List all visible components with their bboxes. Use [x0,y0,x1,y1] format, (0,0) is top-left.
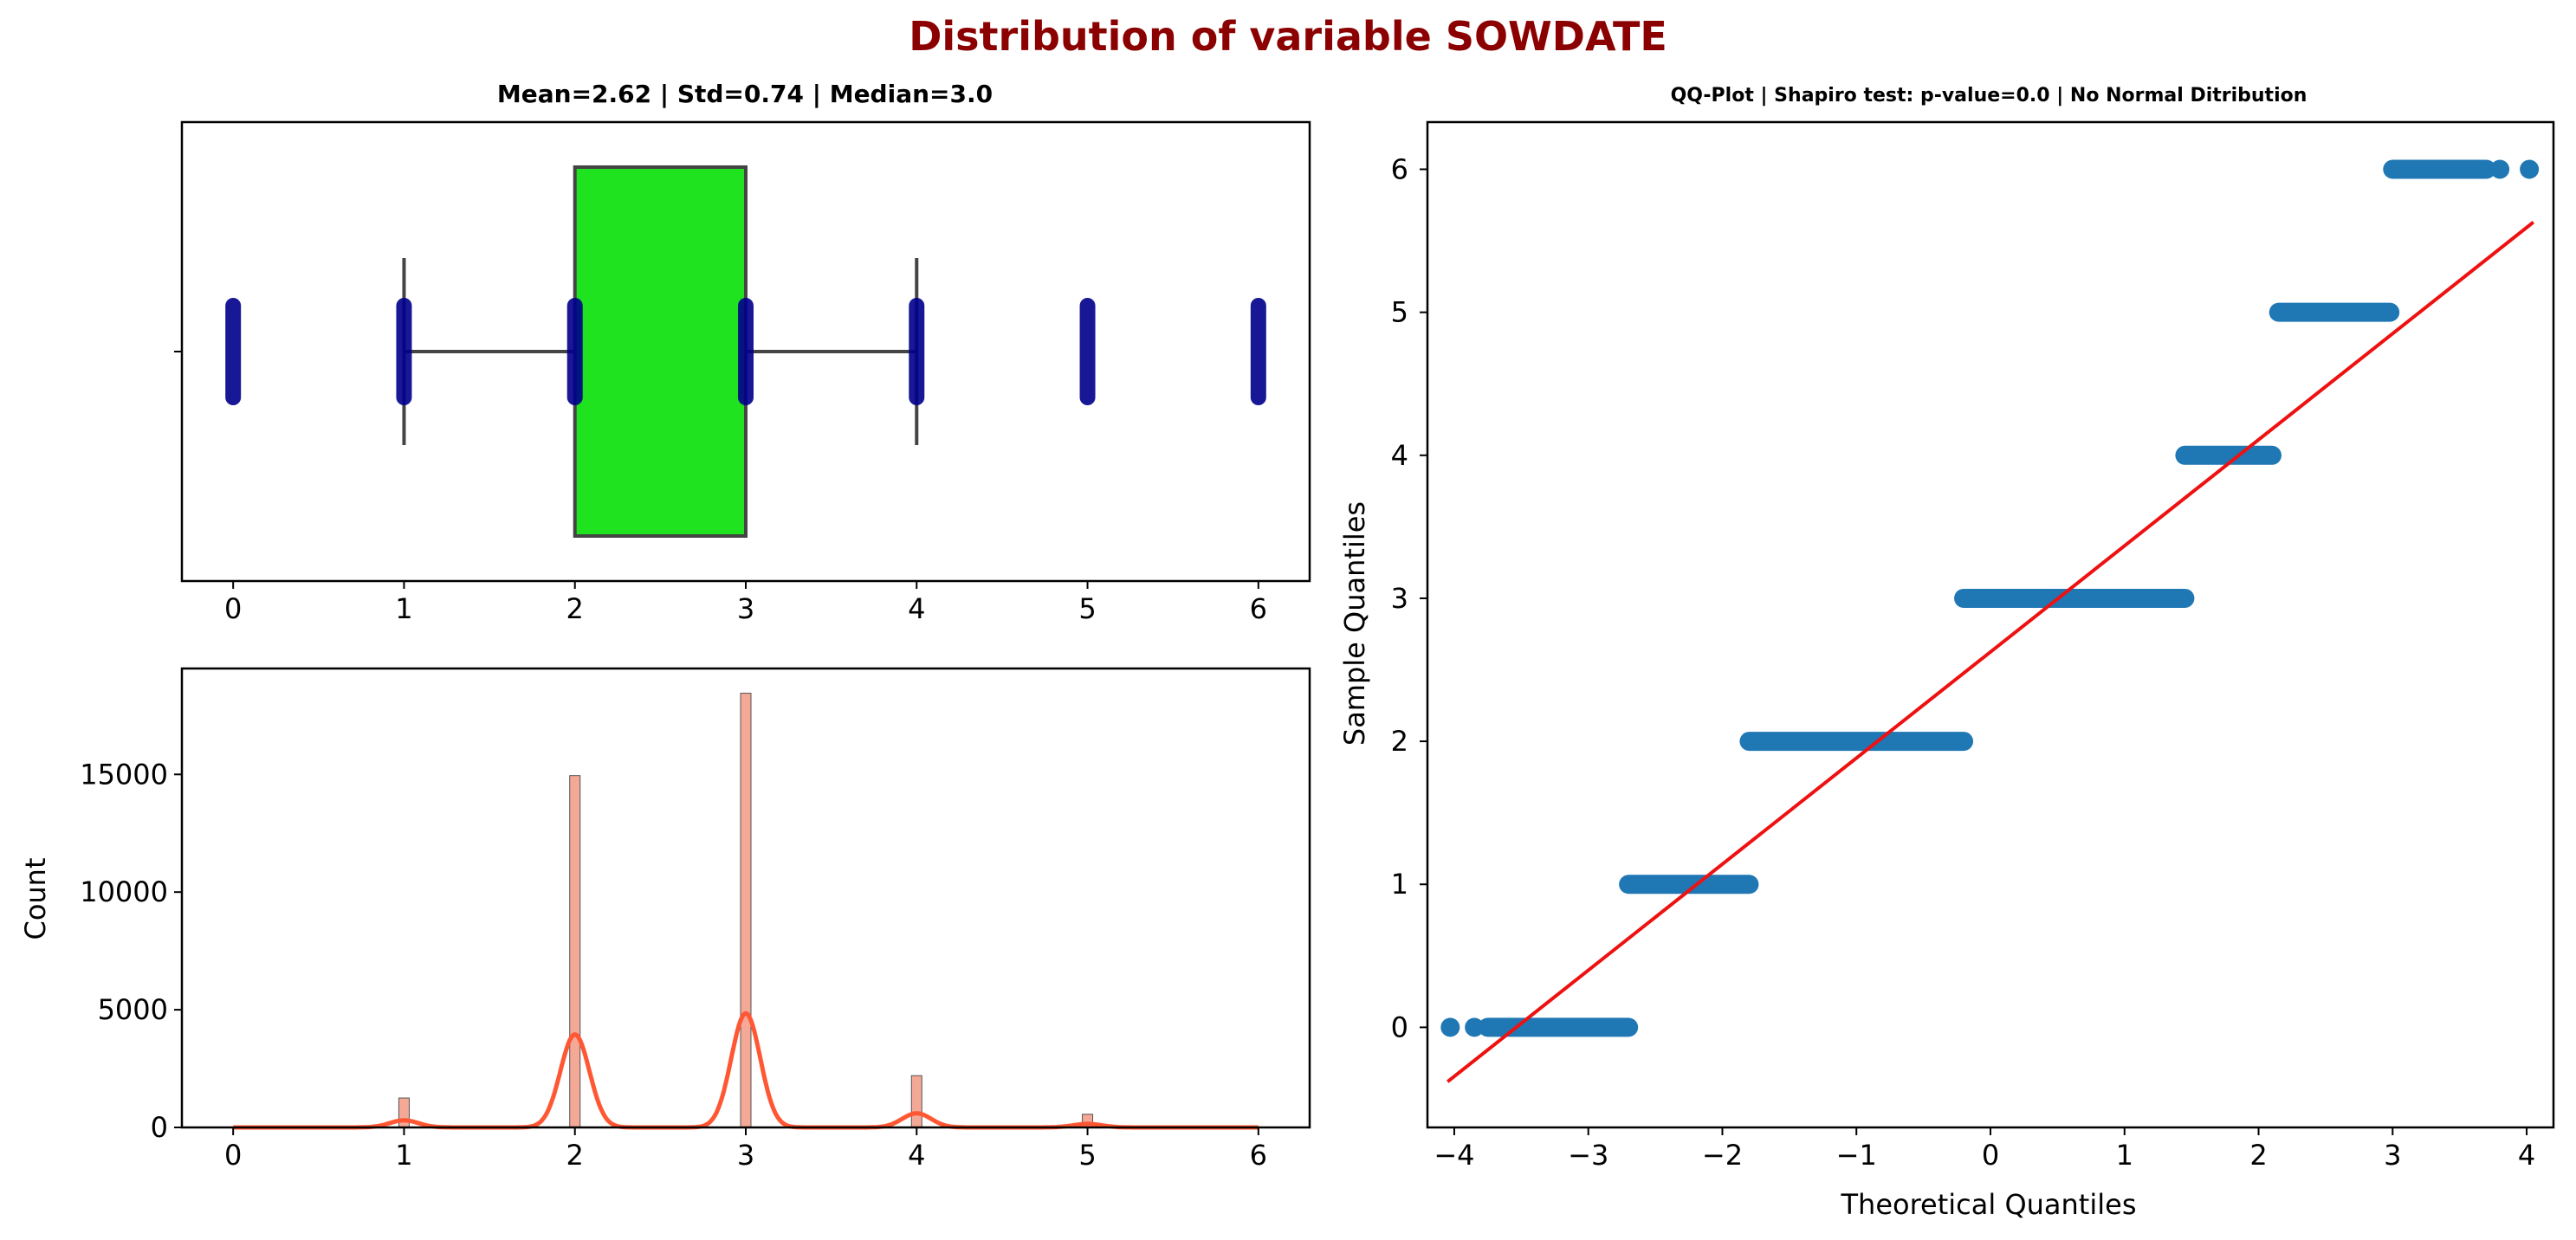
x-tick-label: 6 [1250,592,1267,625]
x-tick-label: 5 [1078,1139,1096,1172]
y-tick-label: 2 [1391,725,1408,758]
x-tick-label: −4 [1434,1139,1474,1172]
x-tick-label: 1 [395,592,412,625]
y-tick-label: 10000 [80,875,168,908]
x-tick-label: 3 [737,592,754,625]
x-tick-label: 0 [224,1139,242,1172]
y-tick-label: 1 [1391,868,1408,901]
histogram-bar [740,693,752,1128]
qqplot-ylabel: Sample Quantiles [1338,501,1371,746]
y-tick-label: 3 [1391,582,1408,615]
x-tick-label: −1 [1836,1139,1877,1172]
kde-curve [233,1011,1259,1130]
x-tick-label: 1 [2116,1139,2133,1172]
qq-point [1465,1017,1485,1037]
x-tick-label: 3 [2384,1139,2401,1172]
x-tick-label: 6 [1250,1139,1267,1172]
y-tick-label: 5 [1391,296,1408,329]
boxplot-title: Mean=2.62 | Std=0.74 | Median=3.0 [497,80,993,108]
x-tick-label: 1 [395,1139,412,1172]
qq-point [2520,159,2540,179]
qq-point [1440,1017,1460,1037]
x-tick-label: 4 [908,592,925,625]
figure-title: Distribution of variable SOWDATE [909,13,1667,60]
y-tick-label: 6 [1391,152,1408,185]
x-tick-label: 4 [908,1139,925,1172]
x-tick-label: 2 [566,592,584,625]
histogram-bar [910,1075,922,1128]
x-tick-label: −3 [1568,1139,1608,1172]
qqplot-xlabel: Theoretical Quantiles [1841,1188,2137,1221]
histogram-ylabel: Count [19,857,52,940]
qqplot-panel: QQ-Plot | Shapiro test: p-value=0.0 | No… [1338,85,2555,1221]
qq-point [2490,159,2510,179]
x-tick-label: 2 [2249,1139,2267,1172]
x-tick-label: −2 [1702,1139,1743,1172]
histogram-panel: Count 0 1 2 3 4 5 6 0 5000 10000 15000 [19,667,1311,1172]
y-tick-label: 4 [1391,439,1408,472]
qqplot-title: QQ-Plot | Shapiro test: p-value=0.0 | No… [1671,85,2307,107]
x-tick-label: 4 [2518,1139,2535,1172]
y-tick-label: 15000 [80,758,168,791]
iqr-box [573,165,748,538]
x-tick-label: 2 [566,1139,584,1172]
histogram-bar [398,1097,410,1128]
histogram-bar [569,775,581,1128]
qqplot-axes-frame [1426,120,2555,1129]
fit-line [1446,221,2535,1083]
y-tick-label: 5000 [98,993,168,1026]
y-tick-label: 0 [151,1111,168,1144]
y-tick-label: 0 [1391,1011,1408,1043]
boxplot-panel: Mean=2.62 | Std=0.74 | Median=3.0 0 1 2 3 4 5… [174,80,1311,625]
x-tick-label: 0 [1982,1139,1999,1172]
x-tick-label: 5 [1078,592,1096,625]
x-tick-label: 0 [224,592,242,625]
x-tick-label: 3 [737,1139,754,1172]
